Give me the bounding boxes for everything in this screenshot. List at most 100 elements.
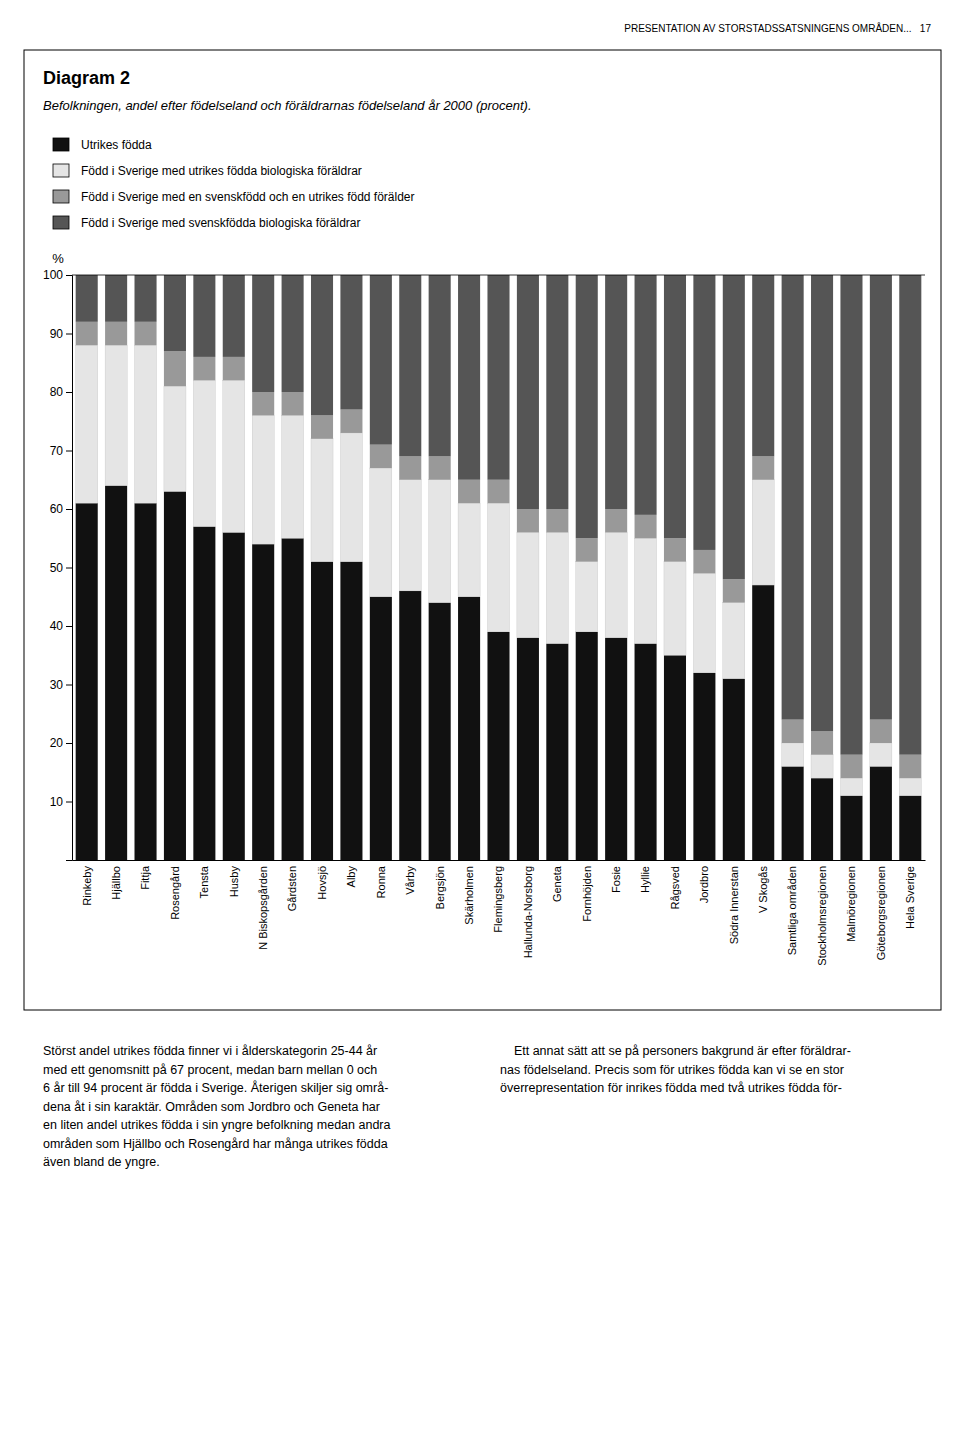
x-tick: Fornhöjden	[581, 866, 593, 922]
bar	[458, 275, 480, 480]
bar	[635, 275, 657, 515]
y-tick-mark	[66, 743, 72, 744]
x-tick-label: Hovsjö	[316, 866, 328, 900]
bar	[370, 445, 392, 468]
x-tick-label: Malmöregionen	[845, 866, 857, 942]
bar	[576, 538, 598, 561]
bar	[76, 345, 98, 503]
bar	[105, 345, 127, 485]
bar	[135, 275, 157, 322]
x-tick: Gårdsten	[286, 866, 298, 911]
bar	[605, 532, 627, 637]
bar	[487, 275, 509, 480]
x-tick-label: Rågsved	[669, 866, 681, 909]
bar	[605, 509, 627, 532]
x-tick-label: V Skogås	[757, 866, 769, 914]
bar	[135, 322, 157, 345]
x-tick: N Biskopsgården	[257, 866, 269, 950]
x-tick: Bergsjön	[434, 866, 446, 909]
bar	[576, 632, 598, 860]
bar	[282, 275, 304, 392]
x-tick-label: Rosengård	[169, 866, 181, 920]
x-tick: Husby	[228, 866, 240, 898]
bar	[105, 486, 127, 860]
x-tick: Vårby	[404, 866, 416, 895]
x-tick-label: Alby	[345, 866, 357, 888]
bar	[811, 778, 833, 860]
bar	[340, 562, 362, 860]
bar	[223, 275, 245, 357]
bar	[429, 603, 451, 860]
bar	[576, 275, 598, 538]
x-tick: Rinkeby	[81, 866, 93, 906]
y-tick-mark	[66, 568, 72, 569]
bar	[223, 380, 245, 532]
y-tick-label: 10	[50, 795, 64, 809]
y-axis-title: %	[52, 251, 64, 266]
bar	[899, 275, 921, 755]
y-axis: 102030405060708090100	[43, 268, 73, 860]
bar	[252, 544, 274, 860]
legend-item: Född i Sverige med utrikes födda biologi…	[53, 164, 362, 178]
legend-swatch	[53, 138, 69, 151]
bar	[487, 632, 509, 860]
bar	[340, 410, 362, 433]
bar	[693, 275, 715, 550]
y-tick-mark	[66, 392, 72, 393]
bar	[576, 562, 598, 632]
x-tick-label: Fittja	[139, 865, 151, 890]
bar	[135, 345, 157, 503]
bar	[811, 275, 833, 731]
bar	[340, 275, 362, 410]
y-tick-mark	[66, 802, 72, 803]
bar	[752, 480, 774, 585]
bar	[252, 392, 274, 415]
bar	[429, 480, 451, 603]
bar	[840, 275, 862, 755]
bar	[223, 357, 245, 380]
bar	[811, 731, 833, 754]
x-tick: Hjällbo	[110, 866, 122, 900]
bar	[458, 480, 480, 503]
bar	[164, 351, 186, 386]
bar	[399, 275, 421, 456]
bar	[840, 755, 862, 778]
bar	[664, 538, 686, 561]
y-tick: 40	[50, 619, 72, 633]
bar	[723, 603, 745, 679]
bar	[458, 503, 480, 597]
body-text-line: nas födelseland. Precis som för utrikes …	[500, 1063, 844, 1077]
x-tick: Rosengård	[169, 866, 181, 920]
x-tick-label: Hjällbo	[110, 866, 122, 900]
x-tick: Skärholmen	[463, 866, 475, 925]
x-tick: Malmöregionen	[845, 866, 857, 942]
bar	[487, 503, 509, 632]
bar	[811, 755, 833, 778]
x-tick: Ronna	[375, 865, 387, 898]
legend-label: Född i Sverige med utrikes födda biologi…	[81, 164, 362, 178]
bar	[899, 755, 921, 778]
body-text-line: även bland de yngre.	[43, 1155, 160, 1169]
bar	[311, 275, 333, 415]
x-tick-label: Bergsjön	[434, 866, 446, 909]
x-tick-label: Hyllie	[639, 866, 651, 893]
y-tick: 60	[50, 502, 72, 516]
x-tick: Hovsjö	[316, 866, 328, 900]
body-text-line: Störst andel utrikes födda finner vi i å…	[43, 1044, 377, 1058]
bar	[635, 644, 657, 860]
body-text-line: dena åt i sin karaktär. Områden som Jord…	[43, 1100, 380, 1114]
bar	[429, 275, 451, 456]
x-tick-label: Tensta	[198, 865, 210, 898]
bar-series	[76, 275, 922, 755]
bar	[870, 743, 892, 766]
y-tick-label: 80	[50, 385, 64, 399]
x-tick-label: Göteborgsregionen	[875, 866, 887, 960]
bar	[370, 597, 392, 860]
y-tick-mark	[66, 275, 72, 276]
bar	[782, 275, 804, 720]
bar	[429, 456, 451, 479]
bar	[693, 673, 715, 860]
figure-frame	[24, 50, 941, 1010]
bar	[311, 415, 333, 438]
x-tick: Rågsved	[669, 866, 681, 909]
